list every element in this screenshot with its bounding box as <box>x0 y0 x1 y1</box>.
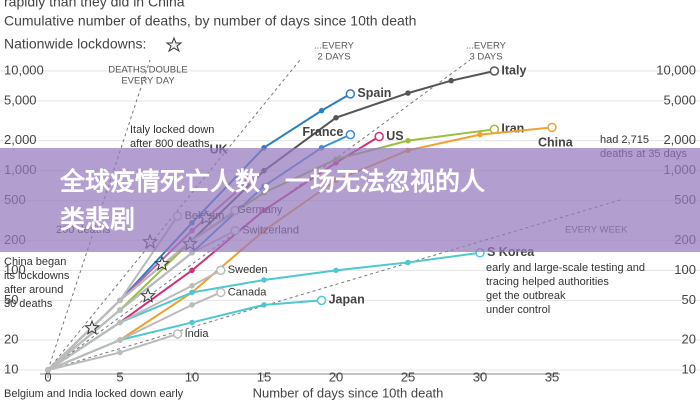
chart-title: Cumulative number of deaths, by number o… <box>4 13 416 29</box>
point <box>117 319 123 326</box>
y-tick-label: 20 <box>4 331 18 346</box>
point <box>345 129 356 140</box>
point <box>117 349 123 356</box>
series-label: Sweden <box>228 264 268 276</box>
point <box>333 267 339 274</box>
annotation: 2 DAYS <box>317 52 350 63</box>
legend-text: Nationwide lockdowns: <box>4 36 146 52</box>
x-axis-label: Number of days since 10th death <box>253 385 444 400</box>
y-tick-label: 100 <box>4 262 26 277</box>
x-tick-label: 5 <box>116 369 123 384</box>
annotation: DEATHS DOUBLE <box>108 65 188 76</box>
annotation: Italy locked down <box>130 124 214 136</box>
annotation: ...EVERY <box>466 41 507 52</box>
series-label: Italy <box>501 63 526 77</box>
point <box>117 337 123 343</box>
point <box>189 289 195 296</box>
banner-text: 全球疫情死亡人数，一场无法忽视的人 <box>59 167 485 196</box>
point <box>189 267 195 274</box>
x-tick-label: 10 <box>185 369 199 384</box>
point <box>117 297 123 304</box>
x-tick-label: 35 <box>545 369 559 384</box>
point <box>448 77 454 84</box>
y-tick-label-right: 100 <box>674 262 696 277</box>
annotation: after 800 deaths <box>130 138 210 150</box>
point <box>477 131 483 138</box>
point <box>189 319 195 326</box>
annotation: 3 DAYS <box>469 52 502 63</box>
y-tick-label-right: 5,000 <box>663 92 696 107</box>
annotation: ...EVERY <box>314 41 355 52</box>
series-line <box>47 291 222 371</box>
legend-star <box>165 36 183 53</box>
point <box>547 122 557 133</box>
annotation: after around <box>4 284 63 296</box>
x-tick-label: 30 <box>473 369 487 384</box>
series-label: France <box>302 125 343 139</box>
y-tick-label: 10 <box>4 361 18 376</box>
point <box>345 89 356 99</box>
point <box>333 114 339 121</box>
series-label: US <box>386 129 403 143</box>
lockdown-star <box>84 319 100 335</box>
point <box>117 307 123 313</box>
annotation: China began <box>4 256 66 268</box>
point <box>489 66 500 76</box>
banner-text: 类悲剧 <box>60 205 135 234</box>
series-label: Spain <box>357 86 391 100</box>
y-tick-label-right: 20 <box>682 331 696 346</box>
x-tick-label: 25 <box>401 369 415 384</box>
point <box>405 259 411 266</box>
y-tick-label-right: 50 <box>682 292 696 307</box>
series-label: Iran <box>501 122 524 136</box>
point <box>216 265 226 276</box>
lockdown-star <box>140 287 156 303</box>
series-label: Japan <box>329 293 365 307</box>
x-tick-label: 15 <box>257 369 271 384</box>
lockdown-star <box>154 255 170 271</box>
x-tick-label: 20 <box>329 369 343 384</box>
point <box>172 329 183 339</box>
y-tick-label: 10,000 <box>4 62 44 77</box>
x-tick-label: 0 <box>44 369 51 384</box>
banner <box>0 148 700 252</box>
point <box>216 287 226 298</box>
annotation: its lockdowns <box>4 270 70 282</box>
point <box>189 283 195 289</box>
point <box>189 302 195 308</box>
y-tick-label: 2,000 <box>4 132 37 147</box>
y-tick-label-right: 2,000 <box>663 132 696 147</box>
annotation: early and large-scale testing and <box>486 262 645 274</box>
point <box>45 367 51 373</box>
point <box>405 137 411 144</box>
point <box>316 295 327 306</box>
point <box>318 107 325 114</box>
point <box>261 277 267 283</box>
y-tick-label-right: 10,000 <box>656 62 696 77</box>
series-label: Canada <box>228 286 267 298</box>
y-tick-label: 5,000 <box>4 92 37 107</box>
y-tick-label: 50 <box>4 292 18 307</box>
point <box>261 302 267 308</box>
y-tick-label-right: 10 <box>682 361 696 376</box>
annotation: get the outbreak <box>486 290 566 302</box>
annotation: 30 deaths <box>4 298 53 310</box>
annotation: under control <box>486 304 550 316</box>
annotation: Belgium and India locked down early <box>4 388 184 400</box>
series-label: China <box>538 136 574 150</box>
point <box>374 131 384 142</box>
top-text: rapidly than they did in China <box>4 0 185 10</box>
annotation: tracing helped authorities <box>486 276 609 288</box>
point <box>405 90 411 96</box>
annotation: had 2,715 <box>600 134 649 146</box>
series-label: India <box>185 328 210 340</box>
annotation: EVERY DAY <box>121 76 175 87</box>
series-line <box>47 269 222 371</box>
